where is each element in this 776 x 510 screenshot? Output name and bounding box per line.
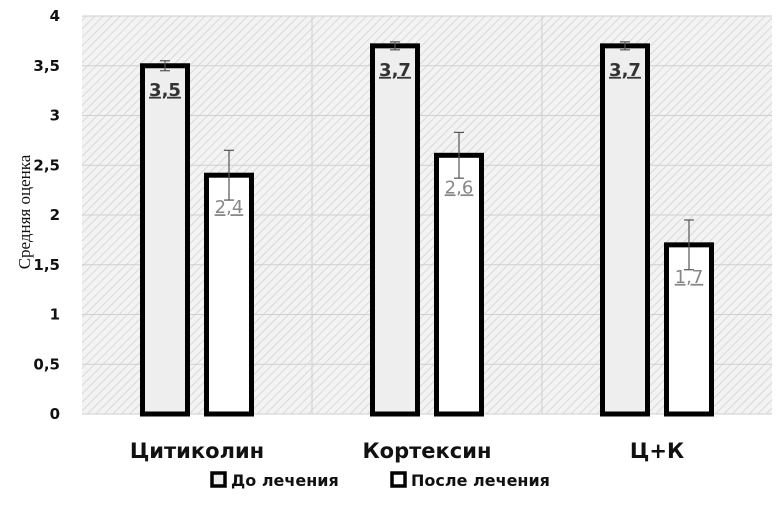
data-label: 3,7 <box>609 60 641 81</box>
y-tick-label: 0,5 <box>33 355 60 373</box>
bar <box>140 63 190 417</box>
gridlines <box>82 15 772 415</box>
legend: До лечения После лечения <box>210 471 550 490</box>
x-category-label: Кортексин <box>363 439 492 463</box>
category-labels: Цитиколин Кортексин Ц+К <box>130 439 684 463</box>
bar <box>664 242 714 417</box>
y-tick-label: 2,5 <box>33 156 60 174</box>
data-label: 3,5 <box>149 80 181 101</box>
y-tick-label: 3,5 <box>33 57 60 75</box>
data-label: 2,4 <box>215 197 244 218</box>
y-tick-label: 3 <box>50 107 60 125</box>
legend-swatch <box>210 471 227 488</box>
data-label: 2,6 <box>445 177 474 198</box>
y-tick-label: 1,5 <box>33 256 60 274</box>
x-category-label: Ц+К <box>630 439 684 463</box>
bars: 3,5 2,4 3,7 2,6 3,7 1,7 <box>140 41 714 417</box>
y-tick-label: 4 <box>50 7 60 25</box>
bar <box>370 43 420 417</box>
data-label: 1,7 <box>675 267 704 288</box>
data-label: 3,7 <box>379 60 411 81</box>
bar <box>204 172 254 417</box>
y-tick-label: 2 <box>50 206 60 224</box>
y-tick-label: 1 <box>50 306 60 324</box>
y-axis-ticks: 0 0,5 1 1,5 2 2,5 3 3,5 4 <box>33 7 60 423</box>
y-tick-label: 0 <box>50 405 60 423</box>
bar <box>600 43 650 417</box>
legend-label: До лечения <box>231 471 339 490</box>
y-axis-label: Средняя оценка <box>15 154 34 269</box>
legend-label: После лечения <box>411 471 550 490</box>
legend-swatch <box>390 471 407 488</box>
x-category-label: Цитиколин <box>130 439 264 463</box>
